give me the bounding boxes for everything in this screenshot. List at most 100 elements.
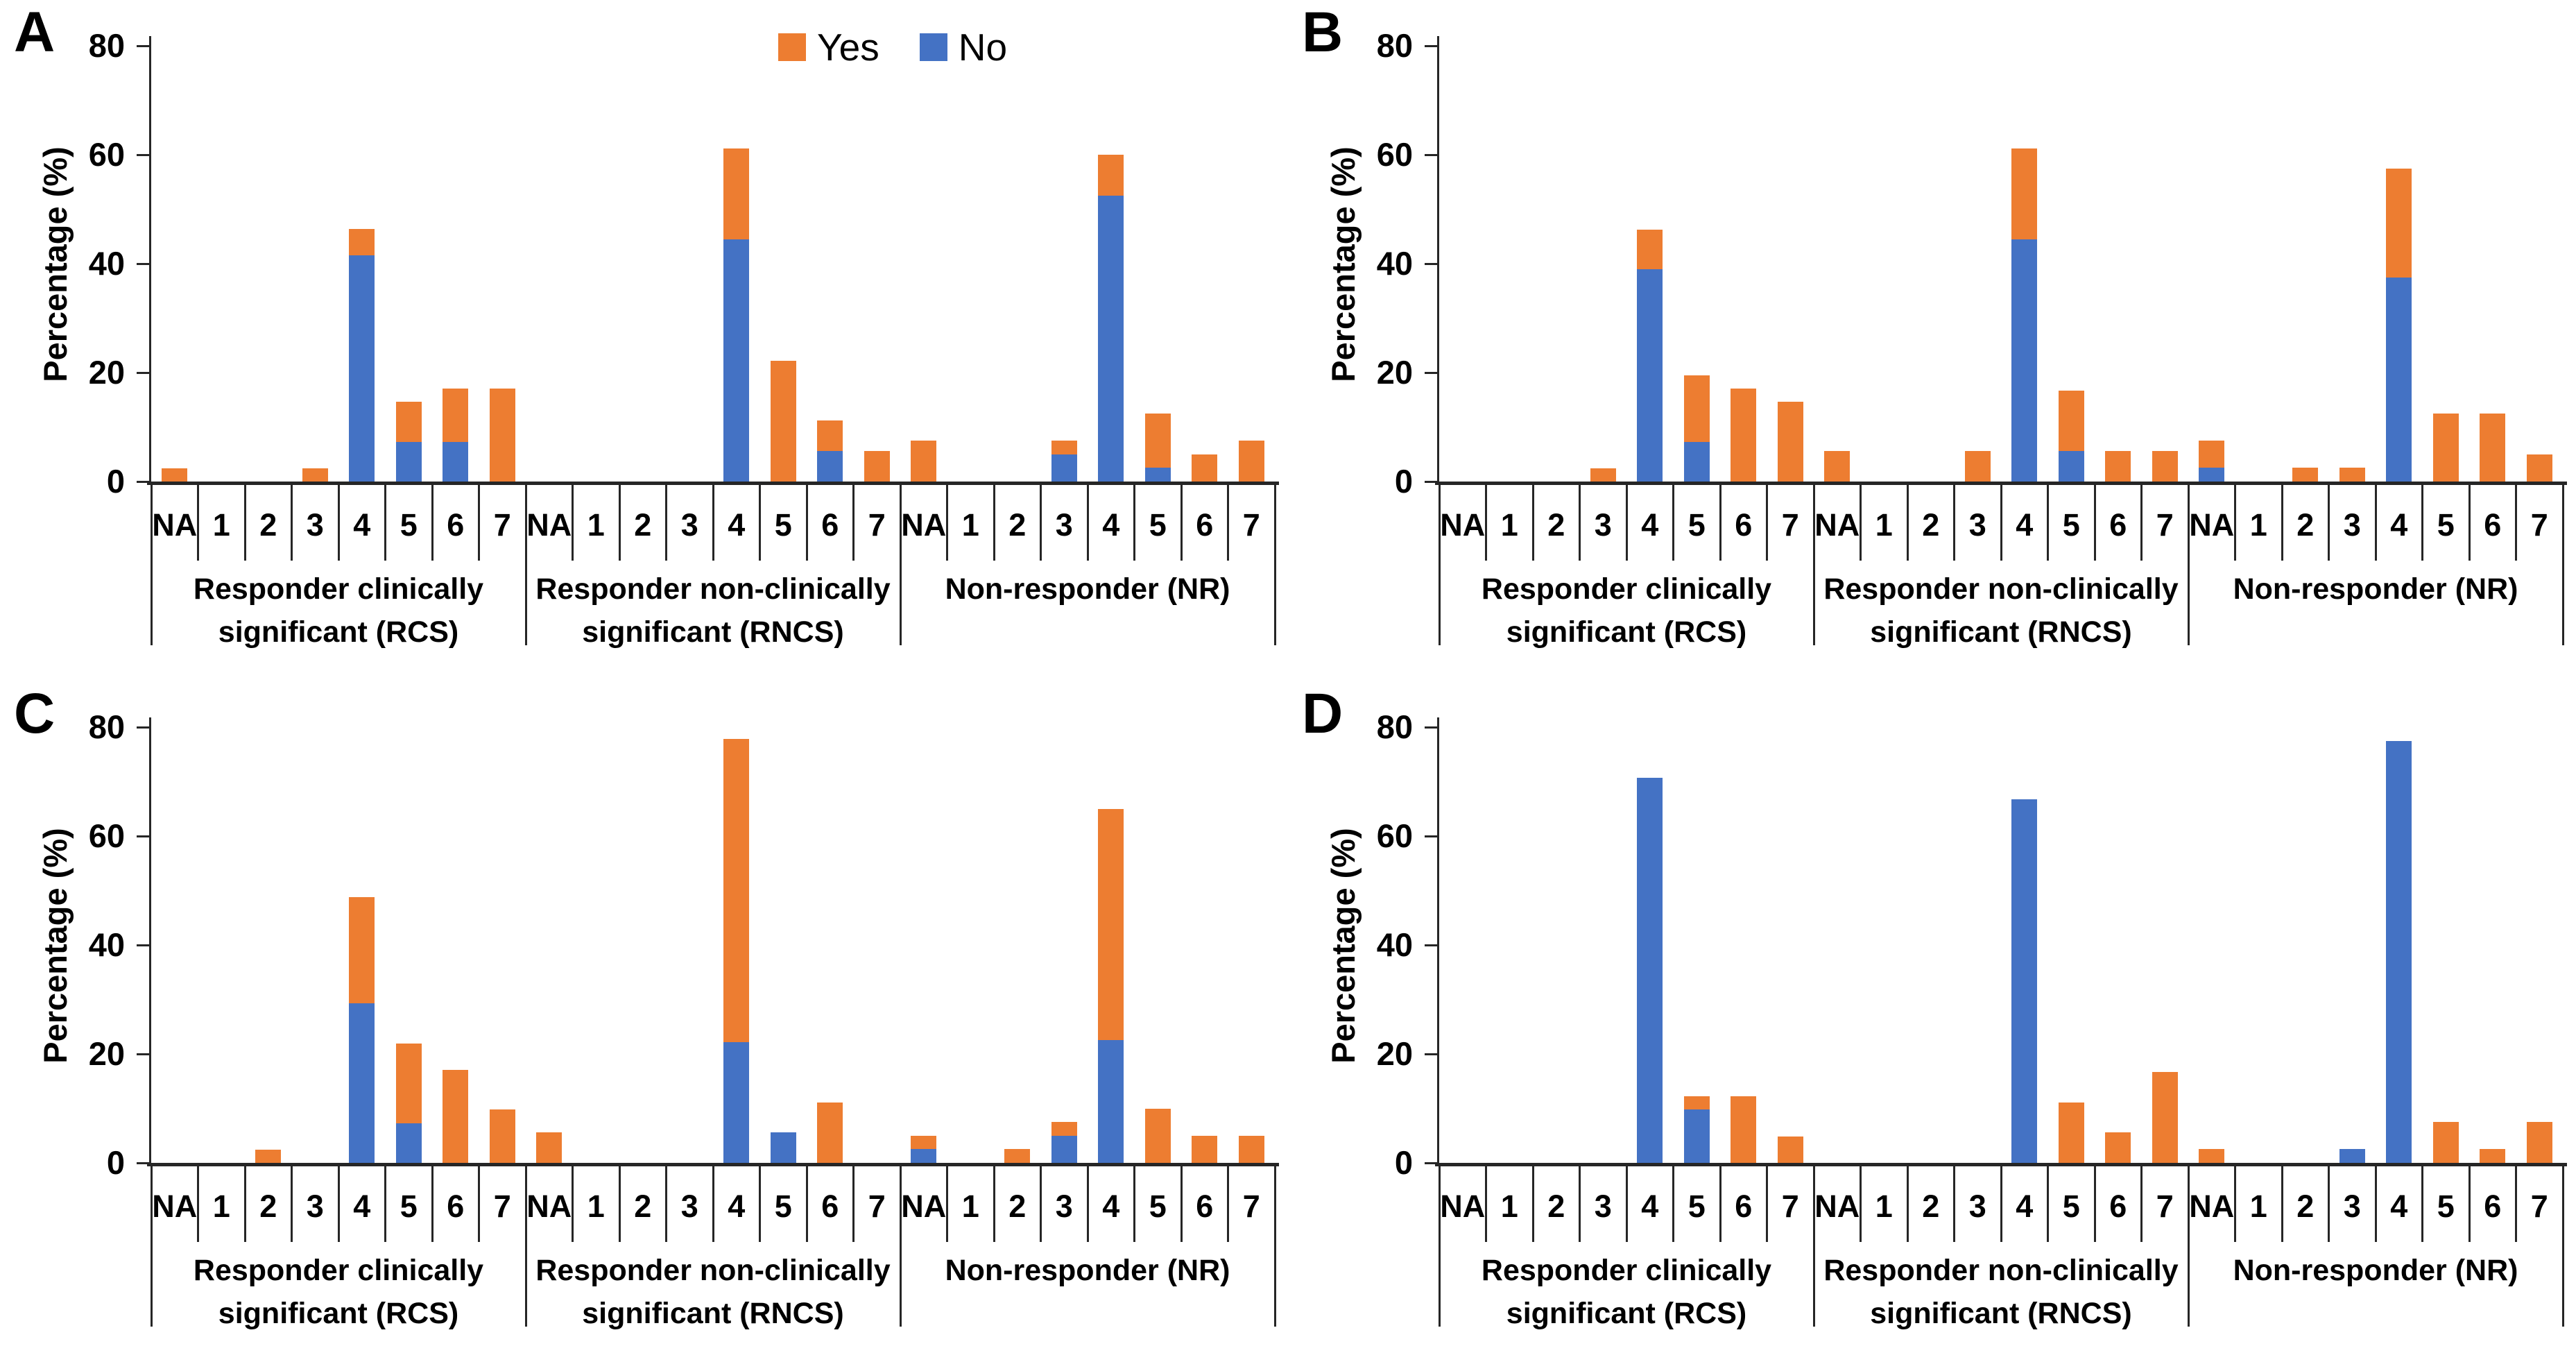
y-tick-label: 60 [88, 136, 125, 173]
category-separator-line [665, 1163, 667, 1242]
y-tick-mark [137, 1161, 149, 1164]
category-label: NA [152, 1189, 198, 1224]
group-label-line: significant (RNCS) [1870, 615, 2132, 649]
category-separator-line [852, 482, 855, 561]
category-separator-line [1766, 1163, 1768, 1242]
category-label: 7 [868, 507, 886, 543]
category-label: 5 [774, 507, 792, 543]
category-label: 7 [493, 507, 511, 543]
category-separator-line [2374, 482, 2377, 561]
category-separator-line [2468, 1163, 2471, 1242]
bar-segment-no [770, 1132, 796, 1163]
category-label: 3 [2343, 1189, 2361, 1224]
bar-segment-no [1683, 1109, 1710, 1163]
legend-swatch-no [919, 33, 947, 61]
group-label: Responder clinically significant (RCS) [1439, 568, 1814, 654]
category-label: 5 [2437, 1189, 2455, 1224]
bar-segment-no [2011, 799, 2038, 1163]
group-label-line: significant (RCS) [1506, 1297, 1747, 1331]
category-separator-line [1086, 482, 1089, 561]
panel-letter: A [14, 1, 56, 64]
group-label-line: Responder clinically [193, 572, 484, 606]
category-label: 3 [680, 507, 698, 543]
bar-segment-yes [2292, 468, 2319, 482]
bar-segment-no [349, 255, 375, 482]
category-label: 1 [961, 1189, 979, 1224]
bar-segment-yes [1964, 451, 1991, 482]
category-separator-line [1086, 1163, 1089, 1242]
category-separator-line [1719, 1163, 1721, 1242]
y-tick-mark [1425, 726, 1437, 729]
group-separator-line [2187, 1163, 2190, 1327]
group-separator-line [524, 482, 527, 645]
group-separator-line [524, 1163, 527, 1327]
y-tick-label: 40 [1376, 245, 1413, 282]
group-separator-line [1273, 1163, 1276, 1327]
category-separator-line [805, 482, 808, 561]
group-label-line: Non-responder (NR) [2233, 572, 2518, 606]
category-separator-line [1485, 1163, 1487, 1242]
category-label: NA [1440, 1189, 1486, 1224]
category-label: NA [152, 507, 198, 543]
bar-segment-yes [2339, 468, 2365, 482]
category-label: 3 [1968, 1189, 1986, 1224]
bar-segment-yes [723, 148, 750, 240]
bar-segment-yes [911, 441, 937, 482]
category-separator-line [478, 1163, 480, 1242]
y-tick-label: 40 [88, 926, 125, 963]
category-label: NA [526, 1189, 572, 1224]
y-tick-mark [137, 262, 149, 265]
group-label-line: significant (RCS) [218, 1297, 459, 1331]
bar-segment-yes [1238, 1135, 1264, 1163]
category-separator-line [2140, 1163, 2143, 1242]
category-label: 5 [2062, 1189, 2080, 1224]
group-label-line: Responder clinically [1481, 572, 1772, 606]
category-label: 7 [1781, 1189, 1799, 1224]
category-label: 2 [1547, 507, 1565, 543]
category-label: 1 [212, 507, 230, 543]
category-label: 4 [1102, 1189, 1120, 1224]
category-separator-line [384, 1163, 386, 1242]
bar-segment-yes [1051, 441, 1077, 454]
y-tick-mark [137, 371, 149, 374]
bar-segment-no [1637, 269, 1663, 482]
bar-segment-yes [1731, 1096, 1757, 1163]
category-label: 5 [1688, 507, 1706, 543]
bar-segment-yes [536, 1132, 563, 1163]
bar-segment-yes [2526, 1122, 2552, 1163]
category-separator-line [431, 482, 433, 561]
category-label: 6 [2484, 507, 2502, 543]
bar-segment-no [1144, 468, 1171, 482]
category-separator-line [337, 1163, 340, 1242]
category-label: 5 [400, 1189, 418, 1224]
group-label: Non-responder (NR) [900, 568, 1275, 611]
bar-segment-yes [1683, 1096, 1710, 1110]
bar-segment-yes [2386, 168, 2412, 278]
category-label: 6 [2109, 507, 2127, 543]
y-tick-mark [1425, 262, 1437, 265]
category-label: 2 [259, 1189, 277, 1224]
category-label: 3 [1055, 507, 1073, 543]
legend-item: No [919, 25, 1007, 69]
category-separator-line [1579, 1163, 1581, 1242]
category-label: 6 [1735, 507, 1753, 543]
category-label: NA [526, 507, 572, 543]
legend-item: Yes [778, 25, 879, 69]
category-separator-line [2047, 1163, 2049, 1242]
group-separator-line [1438, 482, 1441, 645]
bar-segment-yes [2199, 1149, 2225, 1163]
category-label: 3 [1055, 1189, 1073, 1224]
panel-letter: B [1302, 1, 1344, 64]
category-separator-line [1672, 1163, 1674, 1242]
bar-segment-no [395, 1123, 422, 1163]
bar-segment-yes [1051, 1122, 1077, 1136]
y-tick-label: 60 [1376, 136, 1413, 173]
group-label-line: Non-responder (NR) [945, 1254, 1230, 1287]
bar-segment-no [1683, 441, 1710, 482]
y-tick-label: 20 [1376, 354, 1413, 391]
group-separator-line [150, 1163, 153, 1327]
category-label: 1 [1500, 507, 1518, 543]
category-label: 6 [447, 507, 465, 543]
group-label: Responder clinically significant (RCS) [151, 568, 526, 654]
category-separator-line [197, 1163, 199, 1242]
